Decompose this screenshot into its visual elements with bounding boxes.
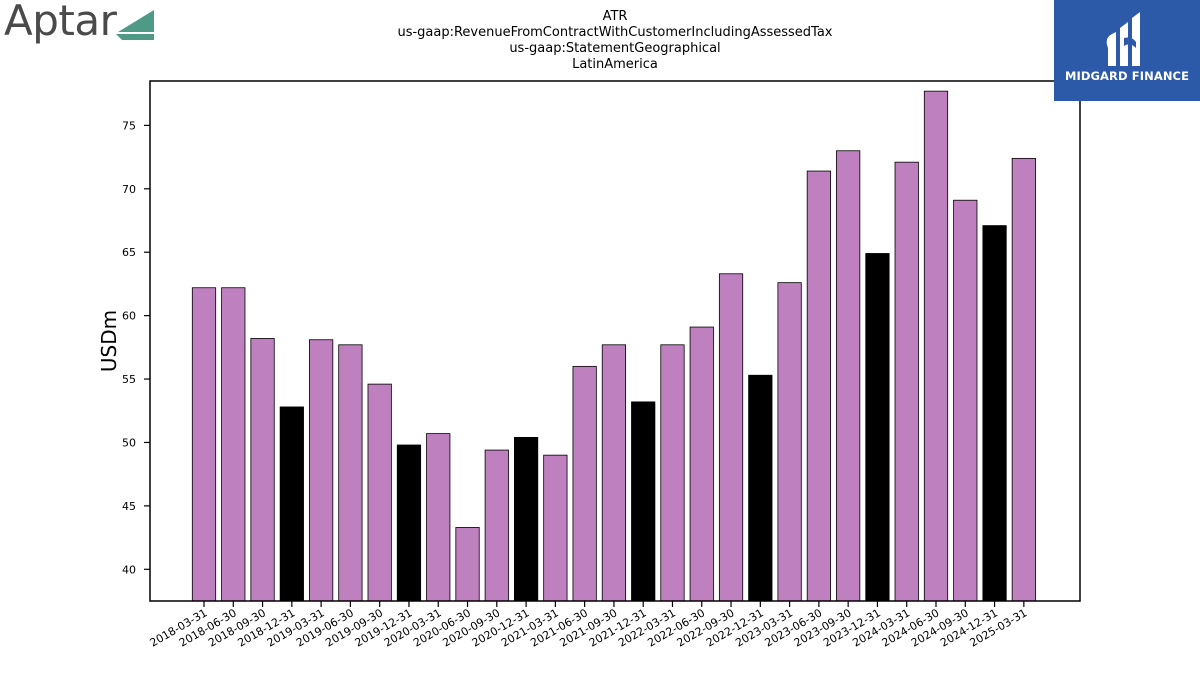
bar [894,161,919,602]
plot-frame [149,80,1081,602]
y-tick-label: 55 [122,373,136,386]
y-tick-label: 70 [122,183,136,196]
aptar-logo: Aptar [4,0,164,52]
bar [601,344,627,602]
bar [660,344,685,602]
x-axis: 2018-03-312018-06-302018-09-302018-12-31… [148,601,1029,650]
bar [396,444,422,602]
title-line: LatinAmerica [572,57,658,72]
bar [309,339,334,602]
bar [250,338,275,602]
bar [865,253,890,602]
y-tick-label: 50 [122,436,136,449]
midgard-mark-icon [1106,12,1140,66]
aptar-logo-text: Aptar [4,0,117,45]
bar [689,326,714,602]
bar [718,273,744,602]
title-line: us-gaap:StatementGeographical [509,41,720,56]
bar [191,287,217,602]
y-axis-label: USDm [97,310,121,372]
bar [455,527,480,602]
bar [748,374,773,602]
bar [572,365,597,602]
y-tick-label: 65 [122,246,136,259]
bar [923,90,949,602]
bar [953,199,978,602]
bar [982,225,1007,602]
bar [367,383,392,602]
bar [221,287,246,602]
bar [1011,157,1036,602]
bar [777,282,802,602]
bar [543,454,568,602]
bar [484,449,509,602]
y-tick-label: 45 [122,500,136,513]
bar [836,150,861,602]
bar [631,401,656,602]
y-tick-label: 40 [122,563,136,576]
y-tick-label: 75 [122,119,136,132]
bar [426,433,451,602]
bar [513,436,539,602]
bars [191,90,1036,602]
title-line: us-gaap:RevenueFromContractWithCustomerI… [397,25,832,40]
bar [338,344,363,602]
title-line: ATR [603,9,628,24]
bar [806,170,831,602]
y-axis: 40 45 50 55 60 65 70 75 [122,119,150,576]
chart-title: ATRus-gaap:RevenueFromContractWithCustom… [397,9,832,72]
midgard-logo-text: MIDGARD FINANCE [1064,69,1190,83]
midgard-finance-logo: MIDGARD FINANCE [1054,0,1200,101]
aptar-mark-icon [116,10,154,40]
bar [279,406,304,602]
y-tick-label: 60 [122,310,136,323]
